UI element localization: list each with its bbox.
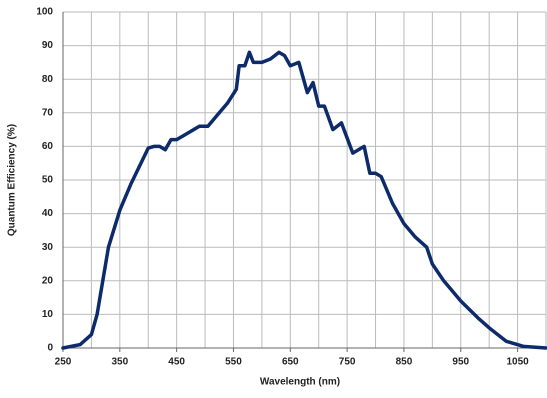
y-tick-label: 70 [42, 107, 54, 118]
y-tick-label: 80 [42, 74, 54, 85]
x-tick-label: 550 [225, 357, 242, 368]
y-tick-label: 50 [42, 175, 54, 186]
y-axis-label: Quantum Efficiency (%) [7, 124, 18, 236]
y-tick-label: 40 [42, 208, 54, 219]
x-tick-label: 850 [396, 357, 413, 368]
x-tick-label: 350 [111, 357, 128, 368]
y-tick-label: 60 [42, 141, 54, 152]
y-tick-label: 10 [42, 309, 54, 320]
x-tick-label: 750 [339, 357, 356, 368]
x-axis-label: Wavelength (nm) [260, 377, 340, 388]
x-tick-label: 1050 [506, 357, 529, 368]
y-tick-label: 30 [42, 242, 54, 253]
x-tick-label: 650 [282, 357, 299, 368]
y-tick-label: 90 [42, 40, 54, 51]
x-tick-label: 450 [168, 357, 185, 368]
x-tick-label: 950 [452, 357, 469, 368]
y-tick-label: 100 [36, 7, 53, 18]
y-tick-label: 20 [42, 275, 54, 286]
x-tick-label: 250 [55, 357, 72, 368]
y-tick-label: 0 [47, 343, 53, 354]
line-series [61, 50, 547, 350]
